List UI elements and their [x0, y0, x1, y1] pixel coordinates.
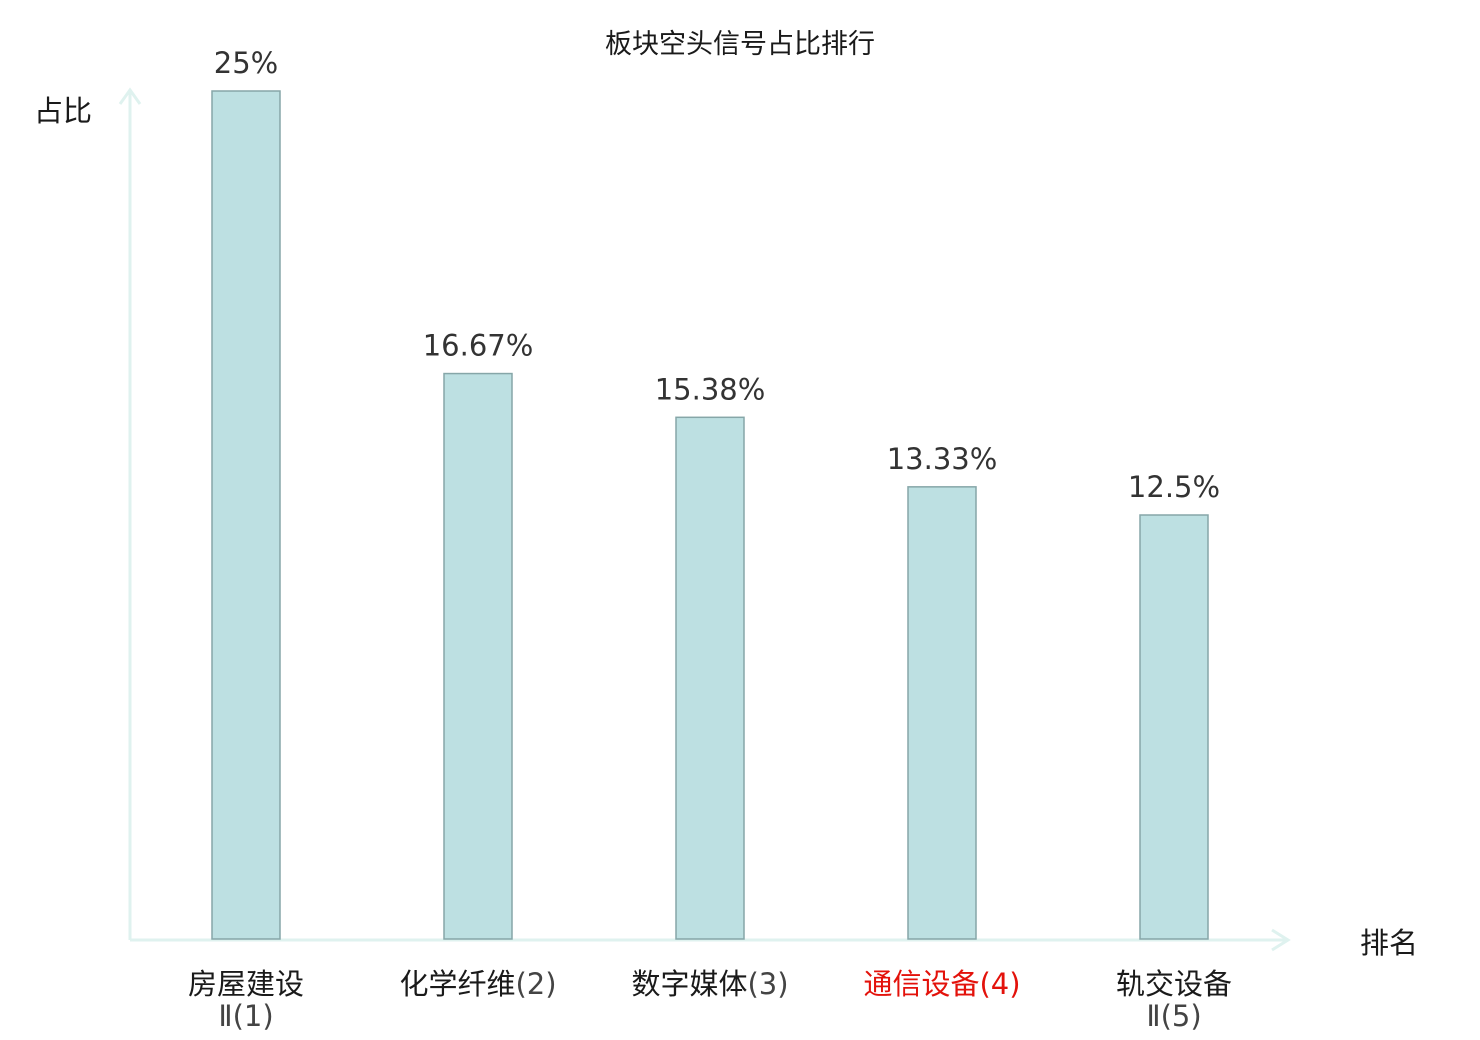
category-name-text: 房屋建设 — [188, 967, 304, 1001]
value-labels-group: 25% 16.67% 15.38% 13.33% 12.5% — [214, 46, 1220, 504]
bar-2 — [443, 372, 513, 940]
category-label-3: 数字媒体(3) — [631, 967, 788, 1001]
category-name: 通信设备(4) — [863, 967, 1020, 1001]
category-name: 轨交设备 — [1116, 967, 1232, 1001]
category-subtitle: Ⅱ(5) — [1146, 999, 1201, 1033]
value-label-2: 16.67% — [423, 329, 534, 363]
bar-5 — [1139, 514, 1209, 940]
value-label-5: 12.5% — [1128, 470, 1220, 504]
y-axis-arrow — [118, 87, 142, 105]
category-name: 化学纤维(2) — [399, 967, 556, 1001]
value-label-4: 13.33% — [887, 442, 998, 476]
category-name-text: 化学纤维 — [399, 967, 515, 1001]
category-name-text: 数字媒体 — [631, 967, 747, 1001]
category-name-text: 轨交设备 — [1116, 967, 1232, 1001]
category-name-text: 通信设备 — [863, 967, 979, 1001]
category-name: 房屋建设 — [188, 967, 304, 1001]
category-label-4: 通信设备(4) — [863, 967, 1020, 1001]
bar-4 — [907, 486, 977, 940]
bar-3 — [675, 416, 745, 940]
x-axis-arrow — [1271, 928, 1291, 952]
bar-1 — [211, 90, 281, 940]
value-label-3: 15.38% — [655, 372, 766, 406]
y-axis-label: 占比 — [34, 94, 92, 128]
category-name: 数字媒体(3) — [631, 967, 788, 1001]
chart-title: 板块空头信号占比排行 — [605, 29, 875, 60]
category-label-2: 化学纤维(2) — [399, 967, 556, 1001]
category-subtitle: Ⅱ(1) — [218, 999, 273, 1033]
value-label-1: 25% — [214, 46, 278, 80]
category-rank: (2) — [515, 967, 556, 1001]
category-rank: (4) — [979, 967, 1020, 1001]
bars-group — [211, 90, 1209, 940]
x-axis-label: 排名 — [1360, 926, 1418, 960]
axes — [118, 87, 1291, 952]
category-rank: (3) — [747, 967, 788, 1001]
